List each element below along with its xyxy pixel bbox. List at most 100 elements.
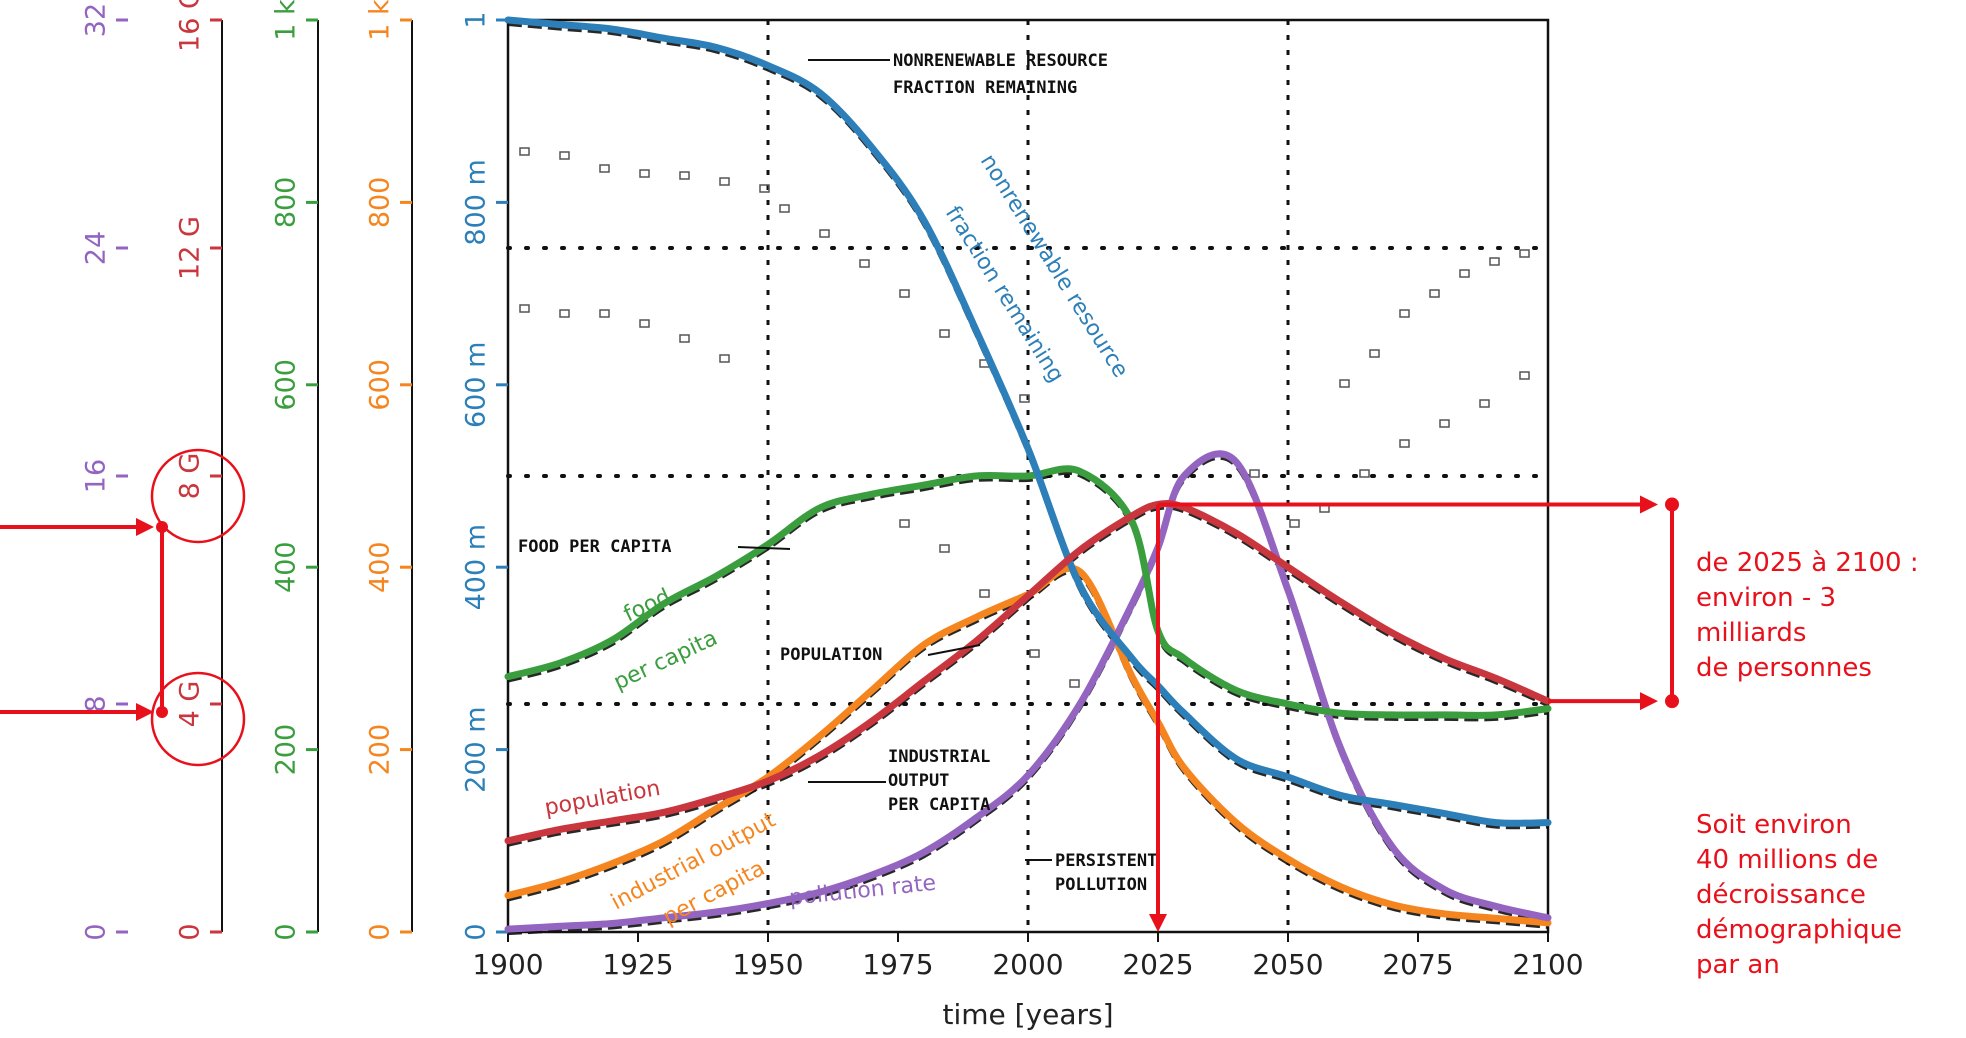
scan-label-food: FOOD PER CAPITA xyxy=(518,537,672,557)
curve-population xyxy=(504,500,1552,845)
scan-marker xyxy=(779,204,790,213)
x-tick-label: 2075 xyxy=(1382,948,1453,981)
curves xyxy=(504,16,1552,933)
x-tick-label: 2025 xyxy=(1122,948,1193,981)
scan-marker xyxy=(1249,469,1260,478)
x-tick-label: 1925 xyxy=(602,948,673,981)
x-tick-label: 1900 xyxy=(472,948,543,981)
scan-marker xyxy=(679,171,690,180)
scan-marker xyxy=(1519,371,1530,380)
scan-curve-population xyxy=(507,505,1549,847)
population-axis-tick-label: 0 xyxy=(175,923,206,940)
curve-food xyxy=(504,465,1552,719)
scan-marker xyxy=(719,177,730,186)
pollution-axis-tick-label: 8 xyxy=(81,695,112,712)
pollution-axis-tick-label: 24 xyxy=(81,231,112,265)
range-annotation-line: de personnes xyxy=(1696,653,1872,683)
scan-label-industrial: OUTPUT xyxy=(888,771,949,791)
scan-label-industrial: INDUSTRIAL xyxy=(888,747,990,767)
scan-marker xyxy=(599,164,610,173)
resource-axis-tick-label: 400 m xyxy=(461,524,492,610)
scan-marker xyxy=(1029,649,1040,658)
range-annotation-line: de 2025 à 2100 : xyxy=(1696,548,1919,578)
scan-marker xyxy=(679,334,690,343)
food-axis-tick-label: 0 xyxy=(271,923,302,940)
x-tick-label: 2100 xyxy=(1512,948,1583,981)
left-bracket-dot xyxy=(156,706,168,718)
resource-axis-tick-label: 200 m xyxy=(461,706,492,792)
food-axis-tick-label: 800 xyxy=(271,177,302,229)
scan-label-pollution: POLLUTION xyxy=(1055,875,1147,895)
scan-marker xyxy=(1019,394,1030,403)
scan-label-industrial: PER CAPITA xyxy=(888,795,990,815)
x-axis-label: time [years] xyxy=(942,998,1113,1031)
left-arrow-head xyxy=(136,518,154,536)
range-annotation: de 2025 à 2100 : environ - 3 milliards d… xyxy=(1696,546,1919,686)
scan-marker xyxy=(759,184,770,193)
food-axis-tick-label: 400 xyxy=(271,541,302,593)
resource-axis-tick-label: 1 xyxy=(461,11,492,28)
highlight-circle-4g xyxy=(150,671,246,767)
scan-curve-food xyxy=(507,470,1549,722)
x-tick-label: 1975 xyxy=(862,948,933,981)
pollution-axis-tick-label: 0 xyxy=(81,923,112,940)
scan-marker xyxy=(1489,257,1500,266)
left-bracket-dot xyxy=(156,521,168,533)
scan-marker xyxy=(899,289,910,298)
rate-annotation-line: 40 millions de xyxy=(1696,845,1879,875)
scan-label-pollution: PERSISTENT xyxy=(1055,851,1157,871)
scan-marker xyxy=(1339,379,1350,388)
scan-marker xyxy=(939,544,950,553)
industrial-axis-tick-label: 800 xyxy=(365,177,396,229)
scan-marker xyxy=(1069,679,1080,688)
scan-marker xyxy=(1459,269,1470,278)
scan-marker xyxy=(1429,289,1440,298)
population-axis-tick-label: 8 G xyxy=(175,453,206,500)
scan-marker xyxy=(1369,349,1380,358)
scan-marker xyxy=(1439,419,1450,428)
axes: 1900 1925 1950 1975 2000 2025 2050 2075 2100time… xyxy=(81,0,1584,1031)
scan-marker xyxy=(939,329,950,338)
scan-label-population: POPULATION xyxy=(780,645,882,665)
scan-marker xyxy=(639,169,650,178)
range-annotation-line: milliards xyxy=(1696,618,1807,648)
industrial-axis-tick-label: 600 xyxy=(365,359,396,411)
range-annotation-line: environ - 3 xyxy=(1696,583,1837,613)
x-tick-label: 2000 xyxy=(992,948,1063,981)
scan-marker xyxy=(899,519,910,528)
population-axis-tick-label: 4 G xyxy=(175,681,206,728)
population-axis-tick-label: 12 G xyxy=(175,216,206,280)
end-horizontal-arrow-head xyxy=(1640,692,1658,711)
scan-marker xyxy=(719,354,730,363)
scan-label-resource: NONRENEWABLE RESOURCE xyxy=(893,51,1108,71)
pollution-axis-tick-label: 32 xyxy=(81,3,112,37)
industrial-axis-tick-label: 1 k xyxy=(365,0,396,41)
scan-marker xyxy=(1289,519,1300,528)
left-arrow-head xyxy=(136,703,154,721)
scan-marker xyxy=(559,151,570,160)
curve-resource xyxy=(504,16,1552,827)
scan-marker xyxy=(1519,249,1530,258)
rate-annotation-line: Soit environ xyxy=(1696,810,1852,840)
scan-marker xyxy=(1399,439,1410,448)
x-tick-label: 2050 xyxy=(1252,948,1323,981)
pollution-axis-tick-label: 16 xyxy=(81,459,112,493)
scan-marker xyxy=(1479,399,1490,408)
rate-annotation: Soit environ 40 millions de décroissance… xyxy=(1696,808,1902,983)
right-bracket-dot xyxy=(1665,694,1679,709)
scan-marker xyxy=(1359,469,1370,478)
peak-vertical-arrow-head xyxy=(1149,914,1167,932)
resource-axis-tick-label: 0 xyxy=(461,923,492,940)
scan-marker xyxy=(519,304,530,313)
highlight-circle-8g xyxy=(150,448,246,544)
scan-marker xyxy=(559,309,570,318)
resource-axis-tick-label: 600 m xyxy=(461,342,492,428)
food-axis-tick-label: 600 xyxy=(271,359,302,411)
rate-annotation-line: décroissance xyxy=(1696,880,1866,910)
x-tick-label: 1950 xyxy=(732,948,803,981)
population-axis-tick-label: 16 G xyxy=(175,0,206,52)
peak-horizontal-arrow-head xyxy=(1640,495,1658,514)
industrial-axis-tick-label: 200 xyxy=(365,724,396,776)
scan-marker xyxy=(639,319,650,328)
labels: NONRENEWABLE RESOURCE FRACTION REMAINING F… xyxy=(518,51,1157,930)
